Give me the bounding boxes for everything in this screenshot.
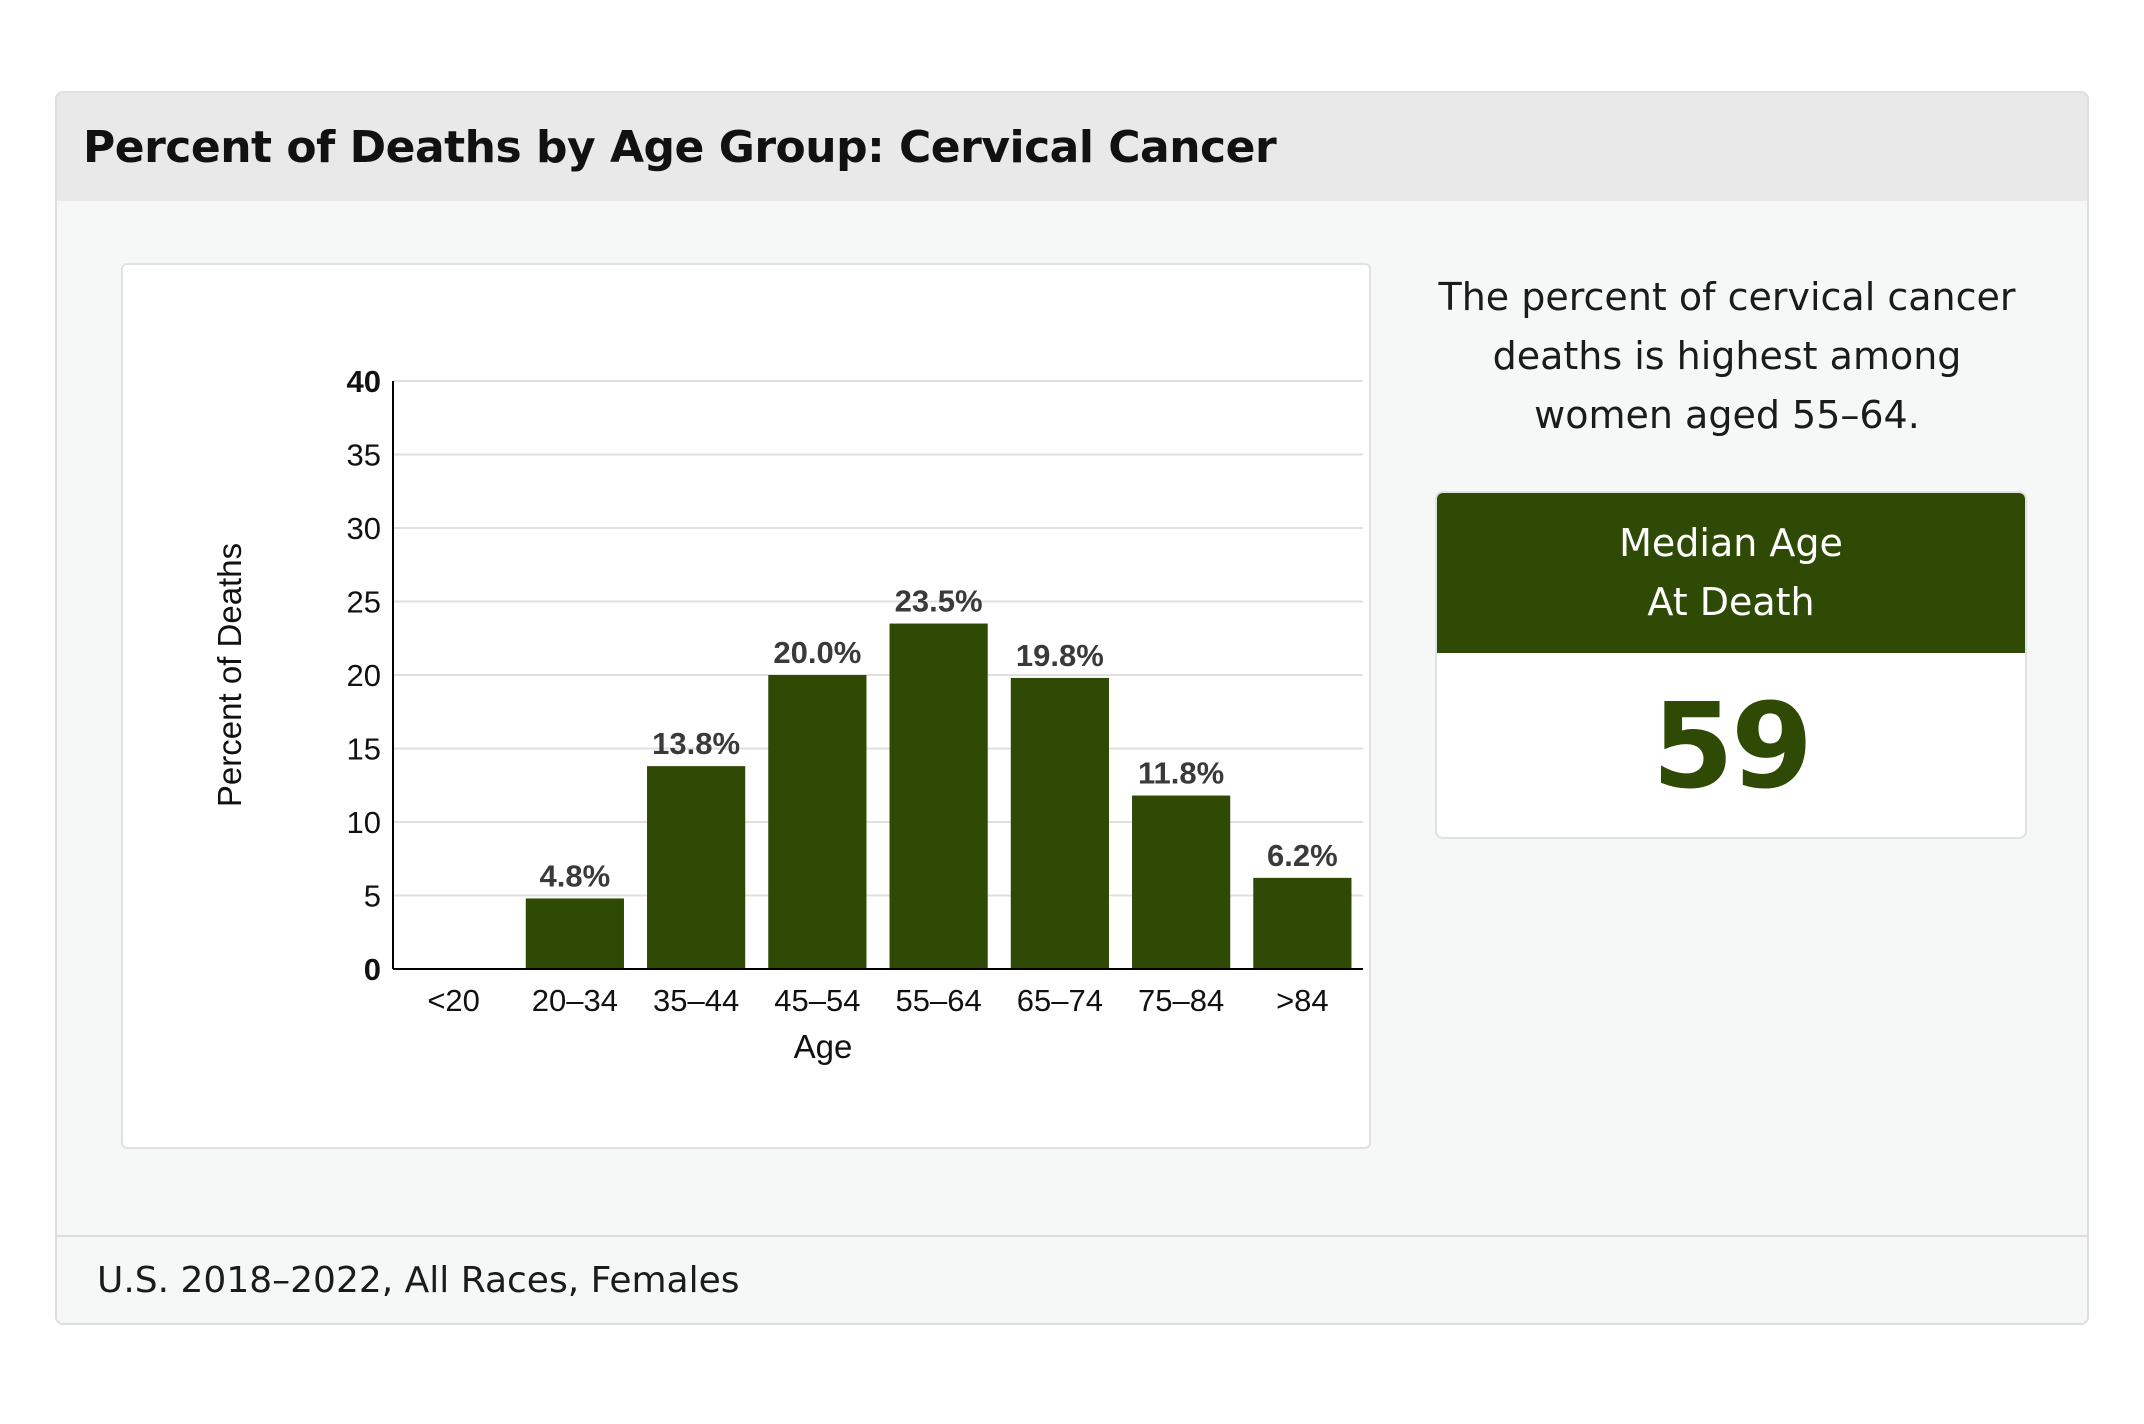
median-age-card: Median Age At Death 59 bbox=[1435, 491, 2027, 839]
bar bbox=[525, 898, 624, 969]
footer-text: U.S. 2018–2022, All Races, Females bbox=[97, 1259, 740, 1301]
y-tick-label: 0 bbox=[364, 952, 381, 987]
x-tick-label: 20–34 bbox=[532, 983, 618, 1018]
y-tick-label: 5 bbox=[364, 879, 381, 914]
y-tick-label: 15 bbox=[347, 732, 381, 767]
y-tick-label: 20 bbox=[347, 658, 381, 693]
bars bbox=[525, 623, 1352, 969]
data-label: 20.0% bbox=[773, 635, 861, 670]
median-age-header: Median Age At Death bbox=[1437, 493, 2025, 653]
x-axis-title: Age bbox=[794, 1028, 853, 1065]
data-label: 6.2% bbox=[1267, 838, 1338, 873]
labels: 0 5 10 15 20 25 30 35 40 <20 4.8% 20–34 13.8% 35–44 20… bbox=[347, 364, 1338, 1018]
median-label-line1: Median Age bbox=[1619, 521, 1843, 565]
x-tick-label: >84 bbox=[1276, 983, 1329, 1018]
bar bbox=[768, 675, 867, 969]
data-label: 13.8% bbox=[652, 726, 740, 761]
bar bbox=[647, 766, 746, 969]
y-tick-label: 30 bbox=[347, 511, 381, 546]
bar bbox=[1010, 677, 1109, 969]
bar bbox=[1253, 877, 1352, 969]
axes bbox=[392, 381, 1363, 970]
y-tick-label: 10 bbox=[347, 805, 381, 840]
card-footer: U.S. 2018–2022, All Races, Females bbox=[57, 1235, 2087, 1323]
data-label: 4.8% bbox=[540, 858, 611, 893]
y-tick-label: 25 bbox=[347, 585, 381, 620]
data-label: 19.8% bbox=[1016, 638, 1104, 673]
bar bbox=[889, 623, 988, 969]
x-tick-label: 55–64 bbox=[896, 983, 982, 1018]
gridlines bbox=[393, 380, 1363, 897]
x-tick-label: 75–84 bbox=[1138, 983, 1224, 1018]
x-tick-label: 65–74 bbox=[1017, 983, 1103, 1018]
x-tick-label: 35–44 bbox=[653, 983, 739, 1018]
y-axis-title: Percent of Deaths bbox=[211, 543, 248, 807]
bar bbox=[1132, 795, 1231, 969]
bar-chart: 0 5 10 15 20 25 30 35 40 <20 4.8% 20–34 13.8% 35–44 20… bbox=[211, 364, 1363, 1065]
median-age-value: 59 bbox=[1651, 677, 1813, 815]
x-tick-label: <20 bbox=[427, 983, 480, 1018]
chart-container: 0 5 10 15 20 25 30 35 40 <20 4.8% 20–34 13.8% 35–44 20… bbox=[121, 263, 1371, 1149]
data-label: 23.5% bbox=[895, 584, 983, 619]
y-tick-label: 35 bbox=[347, 438, 381, 473]
x-tick-label: 45–54 bbox=[774, 983, 860, 1018]
summary-text: The percent of cervical cancer deaths is… bbox=[1438, 275, 2016, 437]
data-label: 11.8% bbox=[1138, 756, 1224, 791]
card-title: Percent of Deaths by Age Group: Cervical… bbox=[83, 121, 1277, 173]
chart-card: Percent of Deaths by Age Group: Cervical… bbox=[55, 91, 2089, 1325]
card-header: Percent of Deaths by Age Group: Cervical… bbox=[57, 93, 2087, 201]
y-tick-label: 40 bbox=[347, 364, 381, 399]
median-label-line2: At Death bbox=[1647, 580, 1815, 624]
